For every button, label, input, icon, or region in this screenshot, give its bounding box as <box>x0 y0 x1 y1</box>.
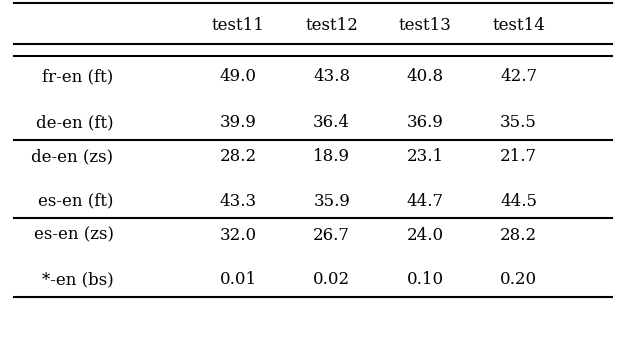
Text: 21.7: 21.7 <box>500 148 537 165</box>
Text: test12: test12 <box>305 17 358 34</box>
Text: 0.10: 0.10 <box>407 271 444 288</box>
Text: *-en (bs): *-en (bs) <box>42 271 113 288</box>
Text: 26.7: 26.7 <box>313 227 350 244</box>
Text: 35.9: 35.9 <box>313 193 350 209</box>
Text: 40.8: 40.8 <box>407 68 444 85</box>
Text: 43.8: 43.8 <box>313 68 351 85</box>
Text: 44.5: 44.5 <box>500 193 537 209</box>
Text: 36.4: 36.4 <box>313 114 350 131</box>
Text: 28.2: 28.2 <box>220 148 257 165</box>
Text: 24.0: 24.0 <box>407 227 444 244</box>
Text: 42.7: 42.7 <box>500 68 537 85</box>
Text: 0.01: 0.01 <box>220 271 257 288</box>
Text: 28.2: 28.2 <box>500 227 537 244</box>
Text: 18.9: 18.9 <box>313 148 350 165</box>
Text: 36.9: 36.9 <box>407 114 444 131</box>
Text: 49.0: 49.0 <box>220 68 257 85</box>
Text: de-en (ft): de-en (ft) <box>36 114 113 131</box>
Text: es-en (zs): es-en (zs) <box>34 227 113 244</box>
Text: test13: test13 <box>399 17 451 34</box>
Text: es-en (ft): es-en (ft) <box>38 193 113 209</box>
Text: fr-en (ft): fr-en (ft) <box>43 68 113 85</box>
Text: 44.7: 44.7 <box>407 193 444 209</box>
Text: 39.9: 39.9 <box>220 114 257 131</box>
Text: 35.5: 35.5 <box>500 114 537 131</box>
Text: test14: test14 <box>492 17 545 34</box>
Text: 23.1: 23.1 <box>407 148 444 165</box>
Text: 32.0: 32.0 <box>220 227 257 244</box>
Text: 0.20: 0.20 <box>500 271 537 288</box>
Text: test11: test11 <box>212 17 265 34</box>
Text: 43.3: 43.3 <box>220 193 257 209</box>
Text: 0.02: 0.02 <box>313 271 351 288</box>
Text: de-en (zs): de-en (zs) <box>31 148 113 165</box>
